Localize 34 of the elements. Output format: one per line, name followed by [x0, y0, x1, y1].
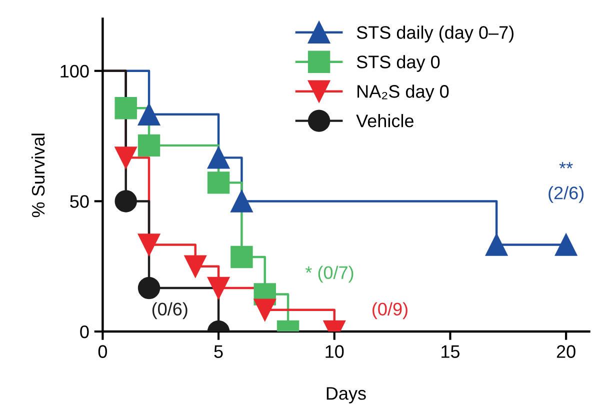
annotation: (0/6)	[152, 302, 188, 320]
point	[230, 246, 253, 268]
point	[114, 146, 137, 169]
y-tick-label: 50	[70, 195, 89, 208]
x-tick-label: 20	[556, 345, 576, 358]
point	[230, 190, 253, 212]
point	[114, 190, 137, 212]
x-tick-label: 0	[98, 345, 107, 358]
y-axis-title: % Survival	[31, 134, 45, 218]
annotation: (0/9)	[372, 302, 408, 320]
legend-label: NA₂S day 0	[358, 84, 449, 102]
y-tick-label: 100	[60, 64, 89, 78]
legend-label: STS day 0	[356, 55, 440, 72]
point	[485, 234, 508, 256]
point	[554, 234, 578, 256]
annotation: ** (2/6)	[548, 162, 584, 203]
point	[138, 103, 160, 126]
legend-label: STS daily (day 0–7)	[356, 26, 514, 42]
point	[138, 134, 160, 157]
x-tick-label: 5	[214, 345, 223, 358]
point	[184, 255, 206, 278]
x-tick-label: 10	[326, 345, 344, 358]
point	[138, 276, 160, 300]
point	[207, 172, 230, 194]
point	[138, 234, 160, 256]
annotation: * (0/7)	[305, 266, 354, 283]
point	[207, 276, 230, 300]
point	[114, 97, 137, 120]
legend-label: Vehicle	[356, 114, 414, 128]
point	[254, 298, 276, 321]
x-axis-title: Days	[326, 387, 366, 404]
x-tick-label: 15	[442, 345, 460, 358]
y-tick-label: 0	[80, 325, 89, 338]
point	[207, 146, 230, 169]
